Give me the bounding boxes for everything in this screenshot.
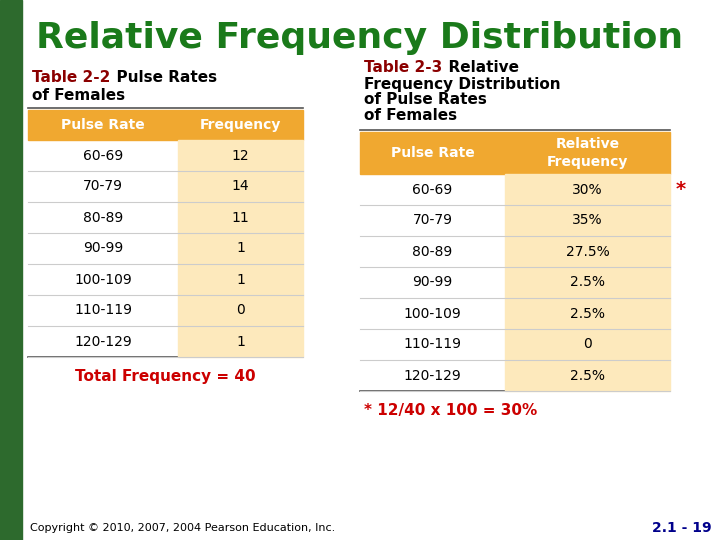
Text: Pulse Rates: Pulse Rates (106, 71, 217, 85)
Text: 2.5%: 2.5% (570, 275, 605, 289)
Text: 14: 14 (232, 179, 249, 193)
Text: 100-109: 100-109 (74, 273, 132, 287)
Text: 100-109: 100-109 (404, 307, 462, 321)
Bar (505, 236, 670, 267)
Bar (178, 326, 303, 357)
Text: 0: 0 (236, 303, 245, 318)
Text: 90-99: 90-99 (413, 275, 453, 289)
Text: Frequency: Frequency (546, 155, 628, 169)
Text: 12: 12 (232, 148, 249, 163)
Text: Pulse Rate: Pulse Rate (61, 118, 145, 132)
Bar (0, 0, 22, 540)
Text: 35%: 35% (572, 213, 603, 227)
Text: 2.1 - 19: 2.1 - 19 (652, 521, 712, 535)
Text: of Females: of Females (32, 89, 125, 104)
Text: 90-99: 90-99 (83, 241, 123, 255)
Text: 110-119: 110-119 (403, 338, 462, 352)
Text: 11: 11 (232, 211, 249, 225)
Text: 30%: 30% (572, 183, 603, 197)
Text: 80-89: 80-89 (83, 211, 123, 225)
Bar (28, 110, 303, 140)
Bar (360, 132, 670, 174)
Bar (178, 264, 303, 295)
Text: Pulse Rate: Pulse Rate (391, 146, 474, 160)
Text: Table 2-3: Table 2-3 (364, 60, 442, 76)
Text: *: * (676, 180, 686, 199)
Bar (178, 140, 303, 171)
Text: of Females: of Females (364, 109, 457, 124)
Text: 80-89: 80-89 (413, 245, 453, 259)
Text: Table 2-2: Table 2-2 (32, 71, 110, 85)
Text: 2.5%: 2.5% (570, 368, 605, 382)
Text: Total Frequency = 40: Total Frequency = 40 (75, 369, 256, 384)
Bar (178, 171, 303, 202)
Text: 2.5%: 2.5% (570, 307, 605, 321)
Text: 110-119: 110-119 (74, 303, 132, 318)
Bar (178, 233, 303, 264)
Text: 1: 1 (236, 241, 245, 255)
Text: 120-129: 120-129 (74, 334, 132, 348)
Text: Relative: Relative (555, 137, 620, 151)
Text: * 12/40 x 100 = 30%: * 12/40 x 100 = 30% (364, 403, 537, 418)
Text: Frequency: Frequency (200, 118, 282, 132)
Text: 1: 1 (236, 334, 245, 348)
Bar (505, 205, 670, 236)
Text: 70-79: 70-79 (83, 179, 123, 193)
Text: Relative Frequency Distribution: Relative Frequency Distribution (37, 21, 683, 55)
Bar (505, 267, 670, 298)
Text: of Pulse Rates: of Pulse Rates (364, 92, 487, 107)
Text: Relative: Relative (438, 60, 519, 76)
Bar (505, 298, 670, 329)
Bar (178, 295, 303, 326)
Bar (505, 174, 670, 205)
Text: 27.5%: 27.5% (566, 245, 609, 259)
Text: Copyright © 2010, 2007, 2004 Pearson Education, Inc.: Copyright © 2010, 2007, 2004 Pearson Edu… (30, 523, 336, 533)
Text: 120-129: 120-129 (404, 368, 462, 382)
Bar (505, 360, 670, 391)
Text: 60-69: 60-69 (83, 148, 123, 163)
Bar (178, 202, 303, 233)
Text: 70-79: 70-79 (413, 213, 452, 227)
Text: 60-69: 60-69 (413, 183, 453, 197)
Bar (505, 329, 670, 360)
Text: 1: 1 (236, 273, 245, 287)
Text: 0: 0 (583, 338, 592, 352)
Text: Frequency Distribution: Frequency Distribution (364, 77, 561, 91)
